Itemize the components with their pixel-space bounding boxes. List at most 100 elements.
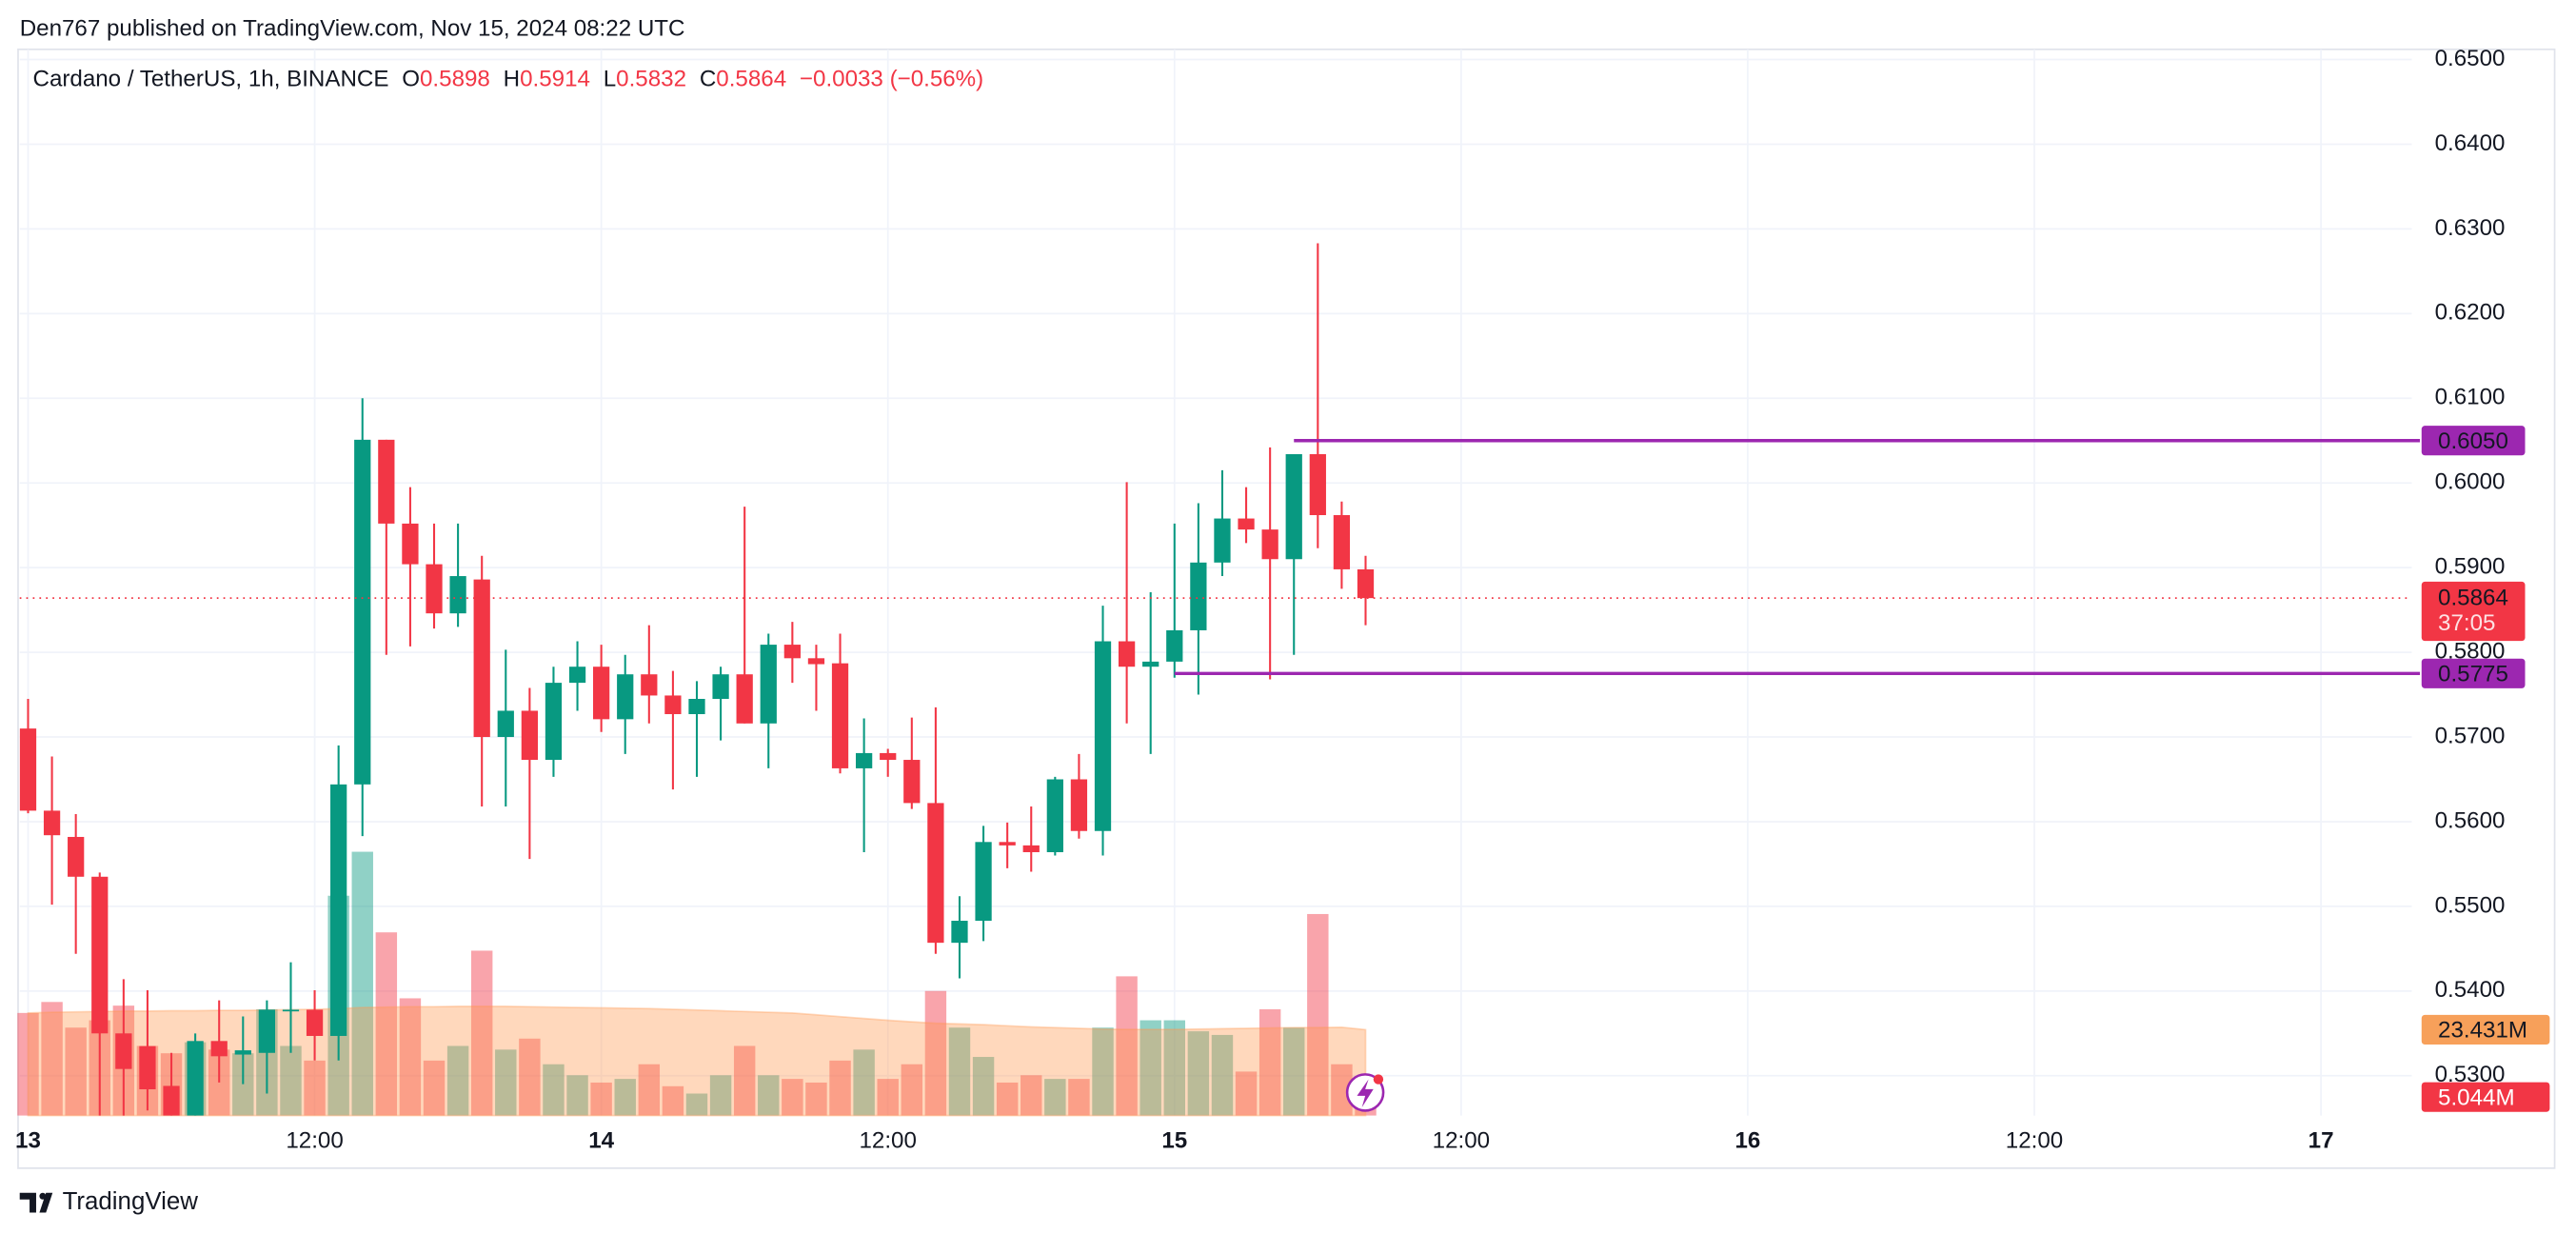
volume-bar	[1044, 1079, 1066, 1116]
candle-body	[664, 695, 682, 715]
volume-bar	[423, 1060, 446, 1116]
legend-field-value: 0.5898	[420, 67, 490, 92]
candle-body	[258, 1009, 276, 1053]
y-tick-label: 0.6000	[2435, 469, 2506, 495]
candle-body	[68, 836, 85, 877]
brand: TradingView	[63, 1188, 199, 1215]
volume-bar	[996, 1082, 1019, 1116]
candle-body	[1214, 518, 1231, 563]
volume-bar	[1187, 1031, 1210, 1116]
volume-bar	[470, 950, 493, 1116]
candle-body	[210, 1041, 228, 1057]
candle-body	[330, 784, 347, 1036]
volume-bar	[662, 1085, 684, 1116]
volume-bar	[1116, 976, 1138, 1116]
candle-body	[545, 683, 563, 761]
candle-body	[783, 645, 801, 659]
last-price-box	[2421, 581, 2526, 642]
volume-bar	[519, 1038, 541, 1116]
brand-logo	[19, 1192, 53, 1213]
candle-body	[91, 876, 109, 1034]
volume-bar	[208, 1049, 230, 1116]
level-label: 0.6050	[2438, 428, 2508, 454]
volume-bar	[709, 1075, 732, 1116]
volume-bar	[280, 1045, 302, 1116]
y-tick-label: 0.5500	[2435, 892, 2506, 918]
x-tick-label: 15	[1161, 1128, 1187, 1154]
candle-body	[927, 803, 944, 944]
volume-bar	[1139, 1020, 1161, 1116]
level-label: 0.5775	[2438, 661, 2508, 687]
countdown-label: 37:05	[2438, 610, 2495, 636]
candle-body	[641, 674, 658, 696]
volume-bar	[829, 1060, 851, 1116]
volume-bar	[614, 1079, 636, 1116]
candle-body	[688, 699, 705, 715]
chart-frame	[17, 48, 2556, 1169]
candle-body	[426, 564, 443, 614]
volume-bar	[1211, 1034, 1234, 1116]
last-price-label: 0.5864	[2438, 585, 2508, 610]
candle-body	[568, 667, 586, 684]
candle-body	[187, 1041, 204, 1116]
candle-body	[951, 921, 968, 944]
y-tick-label: 0.6300	[2435, 215, 2506, 241]
volume-bar	[638, 1064, 661, 1116]
x-tick-label: 14	[588, 1128, 614, 1154]
volume-bar	[304, 1060, 326, 1116]
volume-bar	[1235, 1071, 1258, 1116]
y-tick-label: 0.5400	[2435, 977, 2506, 1003]
candle-body	[306, 1009, 324, 1036]
legend-field-name: H	[504, 67, 520, 92]
x-tick-label: 13	[15, 1128, 41, 1154]
candle-body	[1022, 845, 1040, 852]
volume-bar	[1331, 1064, 1353, 1116]
volume-bar	[853, 1049, 875, 1116]
volume-bar	[685, 1093, 708, 1116]
volume-bar	[543, 1064, 565, 1116]
legend-field-value: 0.5914	[520, 67, 590, 92]
volume-label: 23.431M	[2438, 1018, 2527, 1044]
x-tick-label: 12:00	[286, 1128, 343, 1154]
candle-body	[1070, 779, 1088, 831]
candle-body	[1261, 529, 1278, 560]
candle-body	[999, 842, 1016, 846]
candle-body	[593, 667, 610, 720]
candle-body	[1190, 562, 1207, 630]
y-tick-label: 0.6500	[2435, 46, 2506, 71]
volume-bar	[17, 1012, 39, 1116]
candle-body	[354, 439, 371, 785]
candle-body	[497, 710, 514, 738]
candle-body	[880, 752, 897, 761]
candle-body	[1238, 518, 1255, 530]
volume-bar	[495, 1049, 517, 1116]
candle-body	[402, 523, 419, 565]
volume-bar	[351, 851, 373, 1116]
candle-body	[1357, 568, 1375, 599]
y-tick-label: 0.6200	[2435, 300, 2506, 326]
volume-bar	[924, 990, 947, 1116]
candle-body	[521, 710, 538, 761]
volume-label: 5.044M	[2438, 1085, 2515, 1110]
x-tick-label: 17	[2308, 1128, 2334, 1154]
legend: Cardano / TetherUS, 1h, BINANCE O0.5898 H0…	[33, 67, 984, 92]
candle-body	[1118, 641, 1136, 667]
volume-bar	[1020, 1075, 1042, 1116]
candle-body	[736, 674, 753, 724]
candle-body	[807, 658, 825, 665]
volume-bar	[1283, 1027, 1305, 1116]
volume-bar	[65, 1027, 87, 1116]
candle-body	[855, 752, 873, 768]
candle-body	[617, 674, 634, 720]
y-tick-label: 0.5700	[2435, 723, 2506, 748]
volume-bar	[877, 1079, 899, 1116]
volume-bar	[590, 1082, 612, 1116]
grid	[19, 49, 2412, 1116]
candle-body	[163, 1085, 180, 1116]
level-label-box	[2421, 658, 2526, 688]
legend-field-name: C	[700, 67, 716, 92]
candle-body	[449, 576, 466, 614]
volume-bar	[805, 1082, 827, 1116]
volume-bar	[758, 1075, 780, 1116]
